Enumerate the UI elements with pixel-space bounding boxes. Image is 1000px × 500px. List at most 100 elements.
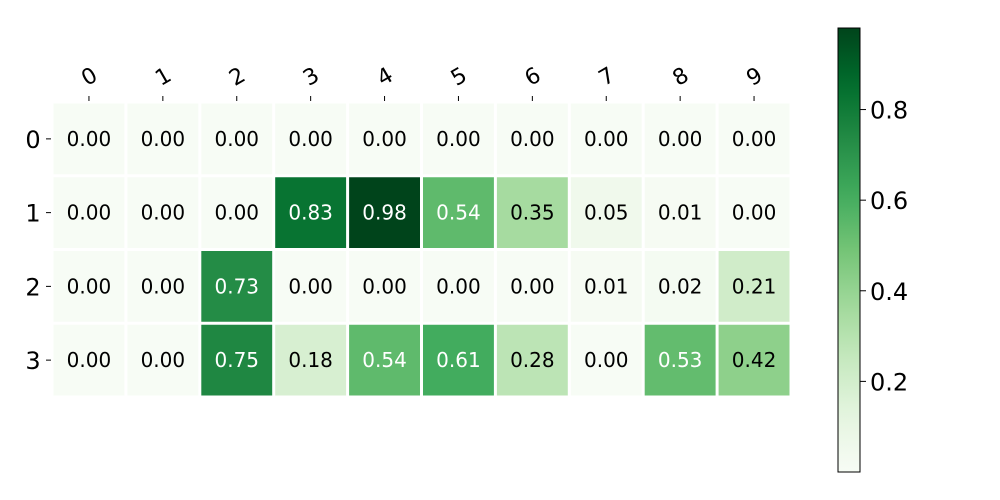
heatmap-cell-1-4 <box>349 177 420 248</box>
y-tick-label-2: 2 <box>25 273 40 301</box>
heatmap-cell-0-5 <box>423 103 494 175</box>
colorbar-tick-label-0: 0.2 <box>870 368 908 396</box>
heatmap-cells: 0.00 0.00 0.00 0.00 0.00 0.00 0.00 0.00 0.00 0.00… <box>53 103 790 396</box>
cell-value-label-1-9: 0.00 <box>732 201 777 225</box>
heatmap-cell-2-9 <box>718 251 790 322</box>
heatmap-cell-3-9 <box>718 324 790 396</box>
colorbar-tick-label-3: 0.8 <box>870 97 908 125</box>
cell-value-label-0-8: 0.00 <box>658 127 703 151</box>
x-tick-label-0: 0 <box>77 63 102 92</box>
x-tick-label-2: 2 <box>225 63 250 92</box>
cell-value-label-3-1: 0.00 <box>141 348 186 372</box>
cell-value-label-1-2: 0.00 <box>214 201 259 225</box>
cell-value-label-0-6: 0.00 <box>510 127 555 151</box>
cell-value-label-3-8: 0.53 <box>658 348 703 372</box>
x-tick-label-3: 3 <box>299 63 324 92</box>
heatmap-cell-0-3 <box>275 103 347 175</box>
heatmap-cell-3-6 <box>496 324 568 396</box>
cell-value-label-0-7: 0.00 <box>584 127 629 151</box>
cell-value-label-2-0: 0.00 <box>67 274 112 298</box>
heatmap-cell-1-0 <box>53 177 125 248</box>
heatmap-cell-1-1 <box>127 177 199 248</box>
cell-value-label-3-4: 0.54 <box>362 348 407 372</box>
heatmap-cell-0-4 <box>349 103 420 175</box>
heatmap-cell-2-6 <box>496 251 568 322</box>
heatmap-cell-2-5 <box>423 251 494 322</box>
x-tick-label-5: 5 <box>447 63 472 92</box>
heatmap-cell-1-3 <box>275 177 347 248</box>
heatmap-cell-0-7 <box>570 103 642 175</box>
heatmap-cell-1-6 <box>496 177 568 248</box>
cell-value-label-3-5: 0.61 <box>436 348 481 372</box>
heatmap-cell-2-2 <box>201 251 273 322</box>
cell-value-label-0-1: 0.00 <box>141 127 186 151</box>
x-tick-label-9: 9 <box>742 63 767 92</box>
cell-value-label-2-6: 0.00 <box>510 274 555 298</box>
heatmap-cell-0-9 <box>718 103 790 175</box>
y-tick-label-3: 3 <box>25 347 40 375</box>
cell-value-label-0-9: 0.00 <box>732 127 777 151</box>
colorbar-gradient <box>837 27 861 473</box>
cell-value-label-2-4: 0.00 <box>362 274 407 298</box>
cell-value-label-3-6: 0.28 <box>510 348 555 372</box>
cell-value-label-1-7: 0.05 <box>584 201 629 225</box>
cell-value-label-2-9: 0.21 <box>732 274 777 298</box>
heatmap-cell-3-1 <box>127 324 199 396</box>
heatmap-cell-3-7 <box>570 324 642 396</box>
heatmap-cell-1-2 <box>201 177 273 248</box>
colorbar-tick-label-1: 0.4 <box>870 278 908 306</box>
heatmap-cell-2-0 <box>53 251 125 322</box>
heatmap-cell-0-1 <box>127 103 199 175</box>
heatmap-cell-2-1 <box>127 251 199 322</box>
cell-value-label-2-1: 0.00 <box>141 274 186 298</box>
x-tick-label-8: 8 <box>669 63 694 92</box>
y-axis-ticks: 0 1 2 3 <box>25 126 51 375</box>
cell-value-label-1-3: 0.83 <box>288 201 333 225</box>
heatmap-cell-3-5 <box>423 324 494 396</box>
cell-value-label-2-3: 0.00 <box>288 274 333 298</box>
heatmap-cell-1-9 <box>718 177 790 248</box>
heatmap-cell-3-8 <box>644 324 716 396</box>
colorbar: 0.2 0.4 0.6 0.8 <box>837 27 908 473</box>
x-tick-label-7: 7 <box>595 63 620 92</box>
cell-value-label-2-2: 0.73 <box>214 274 259 298</box>
heatmap-cell-3-2 <box>201 324 273 396</box>
heatmap-cell-0-6 <box>496 103 568 175</box>
cell-value-label-1-8: 0.01 <box>658 201 703 225</box>
heatmap-cell-1-7 <box>570 177 642 248</box>
cell-value-label-3-9: 0.42 <box>732 348 777 372</box>
cell-value-label-0-2: 0.00 <box>214 127 259 151</box>
y-tick-label-0: 0 <box>25 126 40 154</box>
cell-value-label-1-5: 0.54 <box>436 201 481 225</box>
cell-value-label-0-4: 0.00 <box>362 127 407 151</box>
heatmap-cell-1-5 <box>423 177 494 248</box>
heatmap-cell-2-4 <box>349 251 420 322</box>
x-tick-label-4: 4 <box>373 63 398 92</box>
heatmap-cell-1-8 <box>644 177 716 248</box>
heatmap-cell-2-3 <box>275 251 347 322</box>
heatmap-cell-3-4 <box>349 324 420 396</box>
cell-value-label-1-1: 0.00 <box>141 201 186 225</box>
x-axis-ticks: 0 1 2 3 4 5 6 7 8 9 <box>77 63 767 101</box>
cell-value-label-2-5: 0.00 <box>436 274 481 298</box>
x-tick-label-1: 1 <box>151 63 176 92</box>
cell-value-label-0-5: 0.00 <box>436 127 481 151</box>
heatmap-cell-0-0 <box>53 103 125 175</box>
heatmap-cell-3-3 <box>275 324 347 396</box>
heatmap-cell-3-0 <box>53 324 125 396</box>
cell-value-label-3-2: 0.75 <box>214 348 259 372</box>
cell-value-label-3-0: 0.00 <box>67 348 112 372</box>
heatmap-cell-2-7 <box>570 251 642 322</box>
heatmap-cell-2-8 <box>644 251 716 322</box>
cell-value-label-0-3: 0.00 <box>288 127 333 151</box>
x-tick-label-6: 6 <box>521 63 546 92</box>
cell-value-label-3-7: 0.00 <box>584 348 629 372</box>
cell-value-label-0-0: 0.00 <box>67 127 112 151</box>
cell-value-label-1-0: 0.00 <box>67 201 112 225</box>
heatmap-cell-0-2 <box>201 103 273 175</box>
y-tick-label-1: 1 <box>25 200 40 228</box>
heatmap-cell-0-8 <box>644 103 716 175</box>
cell-value-label-2-8: 0.02 <box>658 274 703 298</box>
colorbar-tick-label-2: 0.6 <box>870 187 908 215</box>
